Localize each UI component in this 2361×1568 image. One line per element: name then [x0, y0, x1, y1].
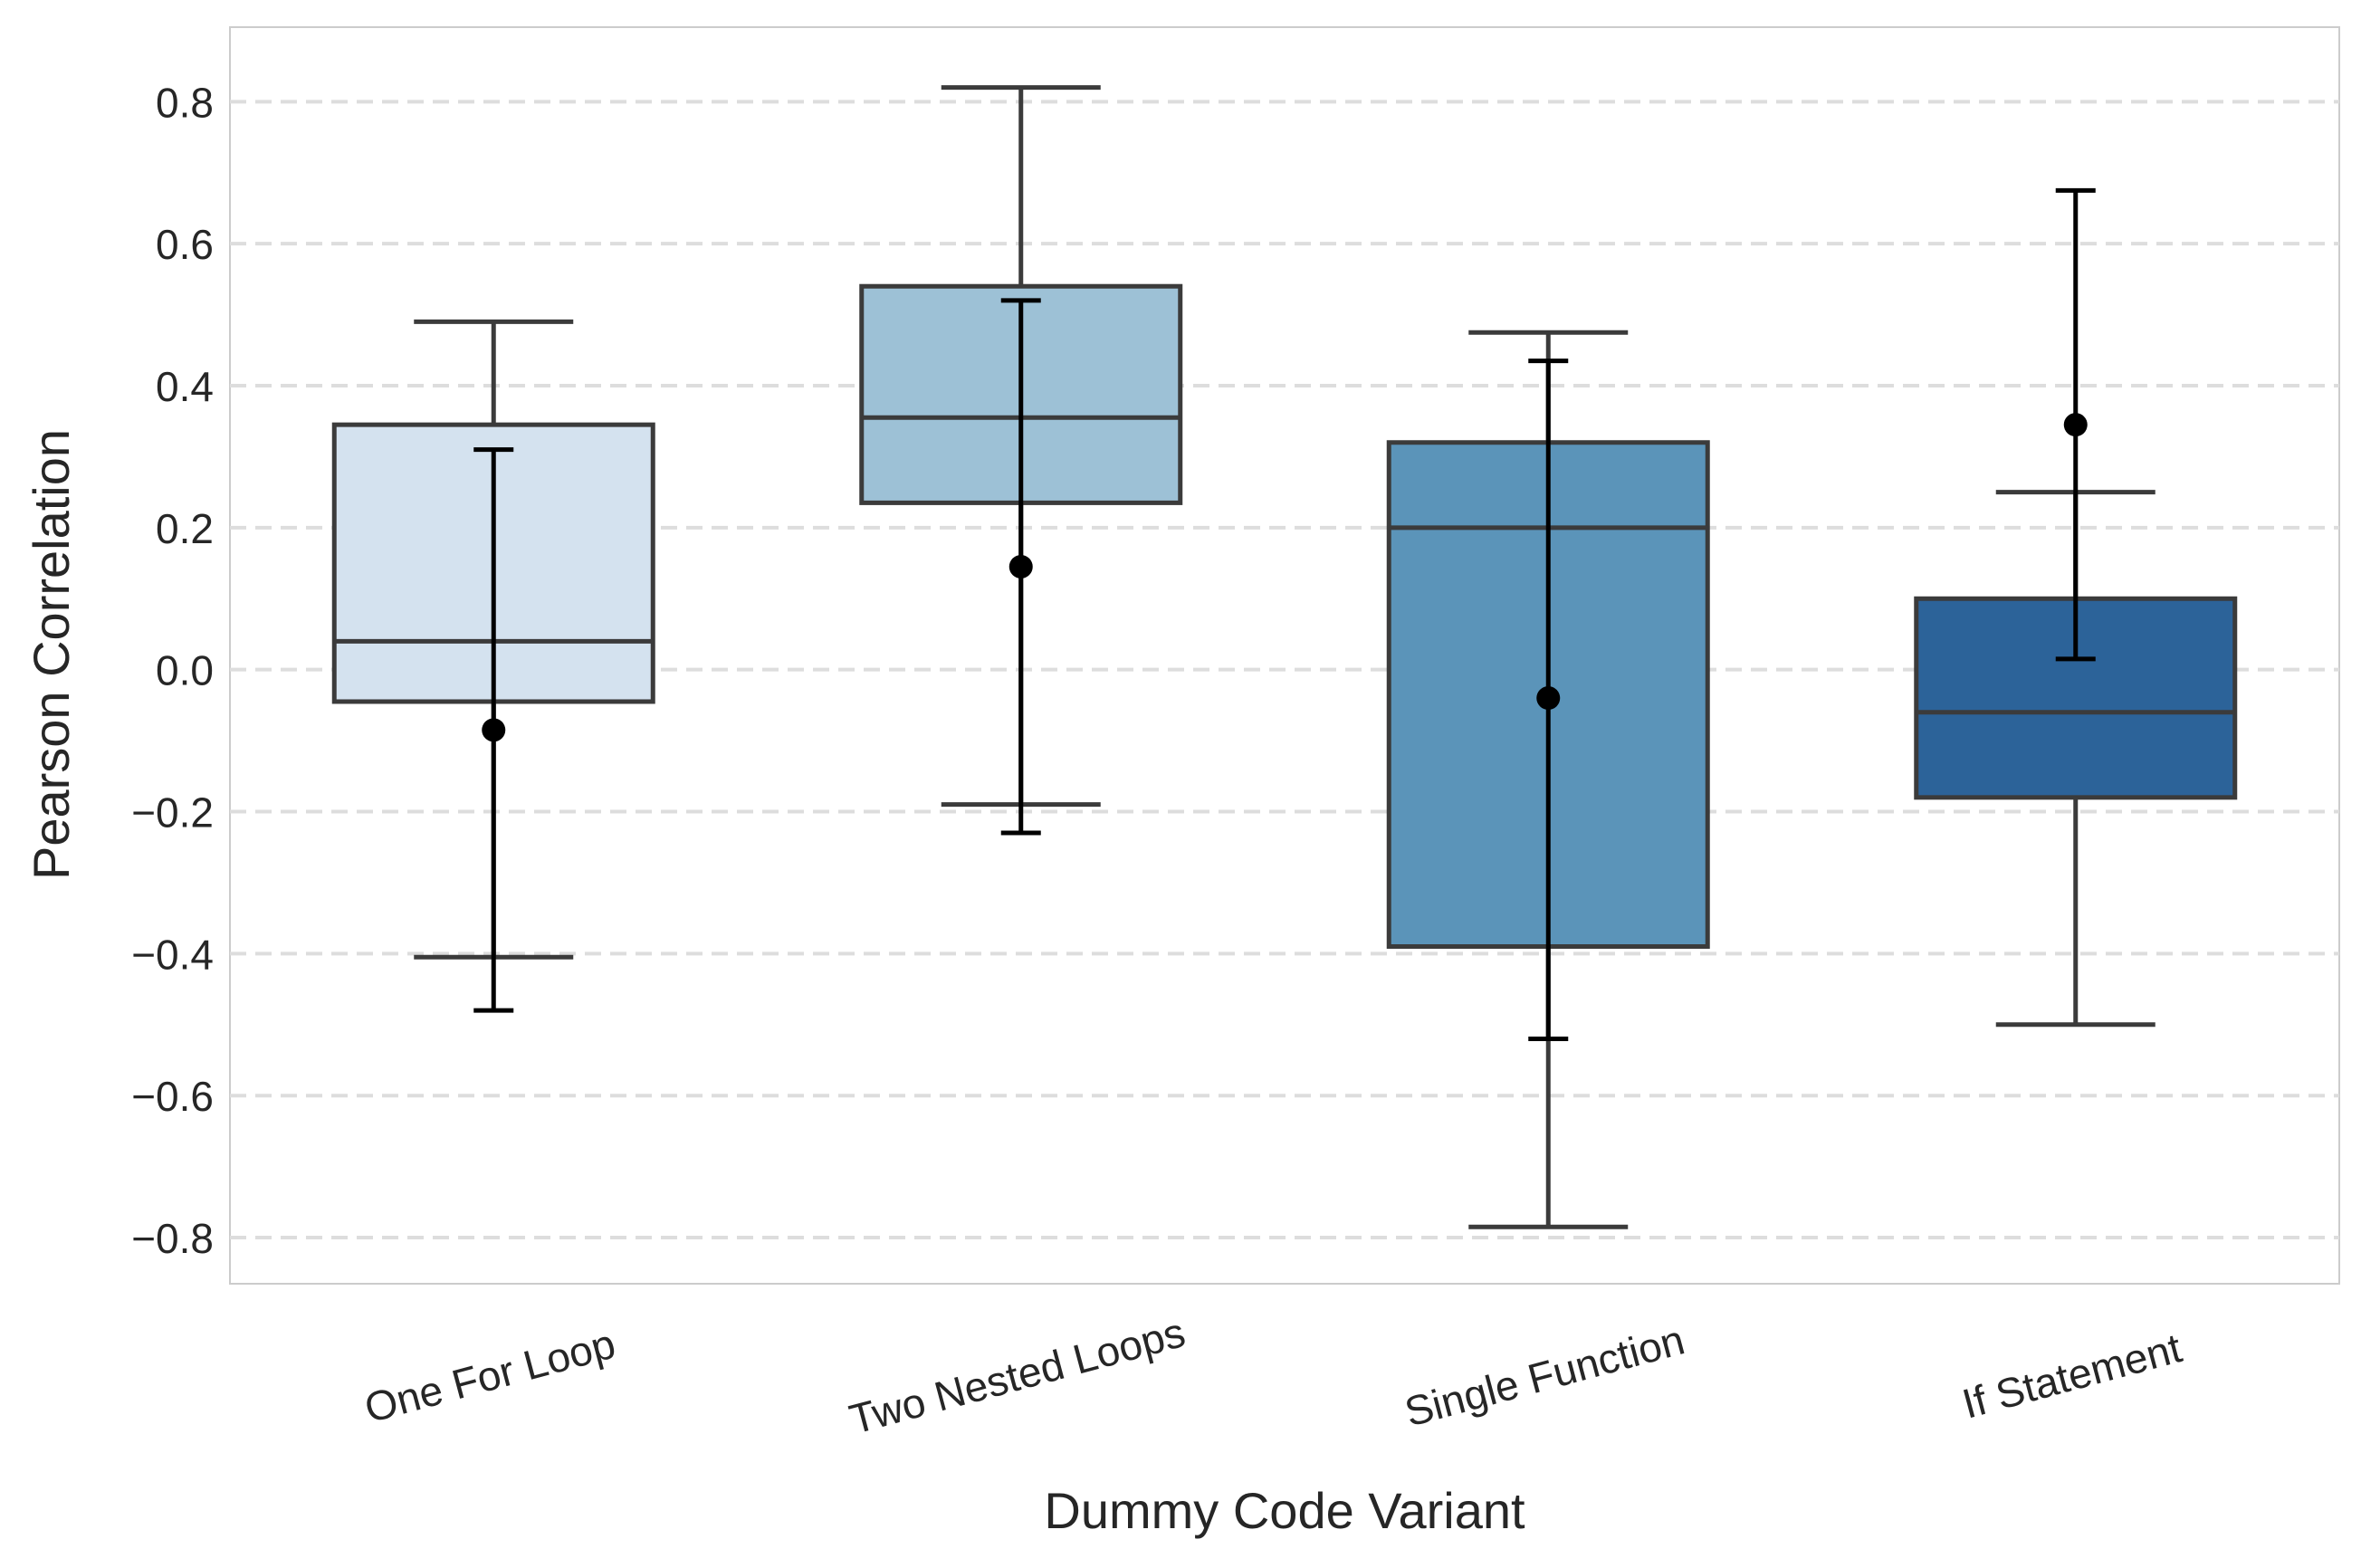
- y-tick-label: 0.6: [156, 221, 214, 268]
- x-axis-ticks: One For Loop Two Nested Loops Single Funct…: [359, 1308, 2186, 1443]
- x-tick-label: If Statement: [1957, 1324, 2186, 1427]
- mean-point: [482, 718, 506, 742]
- mean-errorbar-0: [473, 447, 514, 1013]
- y-tick-label: 0.4: [156, 363, 214, 410]
- x-tick-label: Two Nested Loops: [845, 1308, 1190, 1443]
- y-tick-label: 0.2: [156, 505, 214, 552]
- mean-layer: [473, 187, 2096, 1041]
- x-tick-label: Single Function: [1400, 1315, 1689, 1435]
- x-axis-label: Dummy Code Variant: [1044, 1482, 1525, 1539]
- y-axis-label: Pearson Correlation: [23, 429, 80, 880]
- mean-errorbar-1: [1000, 298, 1041, 836]
- mean-errorbar-3: [2055, 187, 2096, 662]
- y-tick-label: −0.8: [131, 1215, 214, 1262]
- mean-point: [1536, 686, 1561, 711]
- x-tick-label: One For Loop: [359, 1320, 620, 1432]
- y-tick-label: 0.8: [156, 79, 214, 126]
- y-tick-label: −0.4: [131, 931, 214, 978]
- y-tick-label: −0.2: [131, 789, 214, 837]
- grid-layer: [230, 100, 2339, 1240]
- mean-errorbar-2: [1528, 359, 1569, 1041]
- y-tick-label: 0.0: [156, 647, 214, 694]
- y-tick-label: −0.6: [131, 1073, 214, 1120]
- y-axis-ticks: 0.8 0.6 0.4 0.2 0.0 −0.2 −0.4 −0.6 −0.8: [131, 79, 214, 1262]
- mean-point: [1008, 554, 1033, 578]
- mean-point: [2063, 413, 2088, 437]
